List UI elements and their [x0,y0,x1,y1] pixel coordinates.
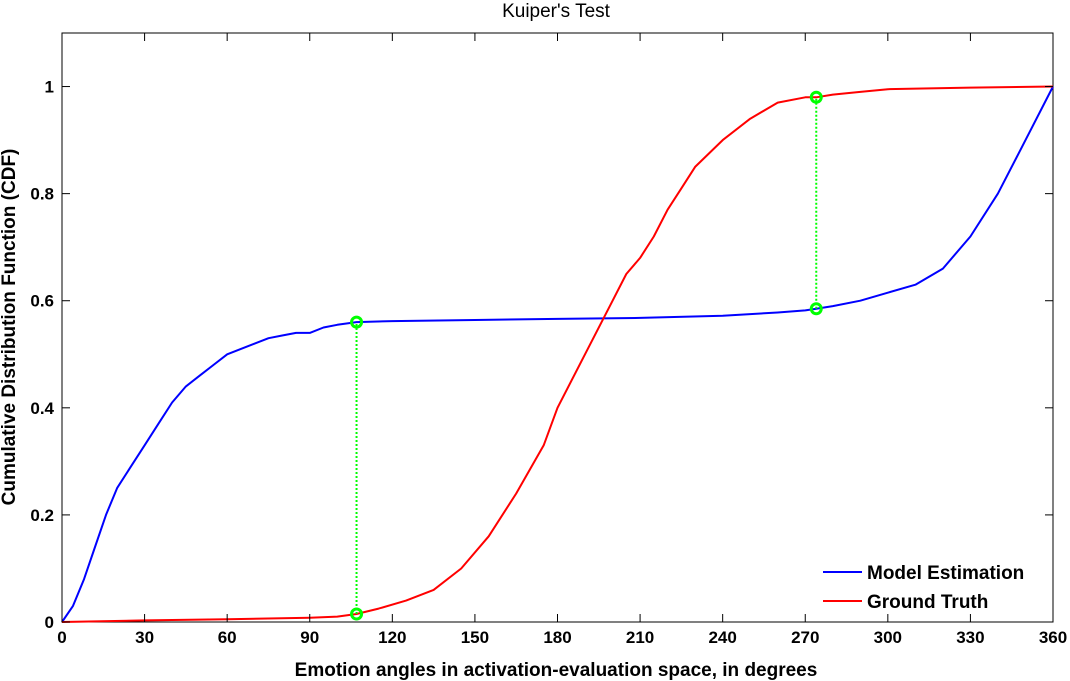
marker-circle [809,90,823,104]
y-tick-label: 0.6 [30,292,54,311]
axis-ticks: 0 30 60 90 120 150 180 210 240 270 300 330 360 0 0.2 0.… [30,33,1067,647]
x-tick-label: 330 [956,628,984,647]
chart-title: Kuiper's Test [502,1,611,22]
x-tick-label: 60 [218,628,237,647]
y-tick-label: 0 [45,613,54,632]
plot-frame [61,32,1054,623]
x-tick-label: 30 [135,628,154,647]
x-axis-label: Emotion angles in activation-evaluation … [295,660,818,681]
series-line-ground-truth [61,85,1054,623]
plot-area [61,32,1054,623]
marker-circle [350,607,364,621]
y-tick-label: 0.2 [30,506,54,525]
x-tick-label: 180 [543,628,571,647]
x-tick-label: 270 [791,628,819,647]
legend: Model Estimation Ground Truth [823,563,1024,613]
series-line-model-estimation [61,86,1054,623]
y-axis-label: Cumulative Distribution Function (CDF) [0,149,20,506]
legend-label-ground-truth: Ground Truth [867,592,988,613]
x-tick-label: 0 [57,628,66,647]
legend-label-model-estimation: Model Estimation [867,563,1024,584]
x-tick-label: 240 [708,628,736,647]
x-tick-label: 360 [1039,628,1067,647]
marker-circle [809,302,823,316]
y-tick-label: 0.4 [30,399,54,418]
x-tick-label: 210 [626,628,654,647]
y-tick-label: 1 [45,78,54,97]
x-tick-label: 150 [461,628,489,647]
x-tick-label: 90 [300,628,319,647]
x-tick-label: 120 [378,628,406,647]
marker-circle [350,315,364,329]
y-tick-label: 0.8 [30,185,54,204]
x-tick-label: 300 [874,628,902,647]
